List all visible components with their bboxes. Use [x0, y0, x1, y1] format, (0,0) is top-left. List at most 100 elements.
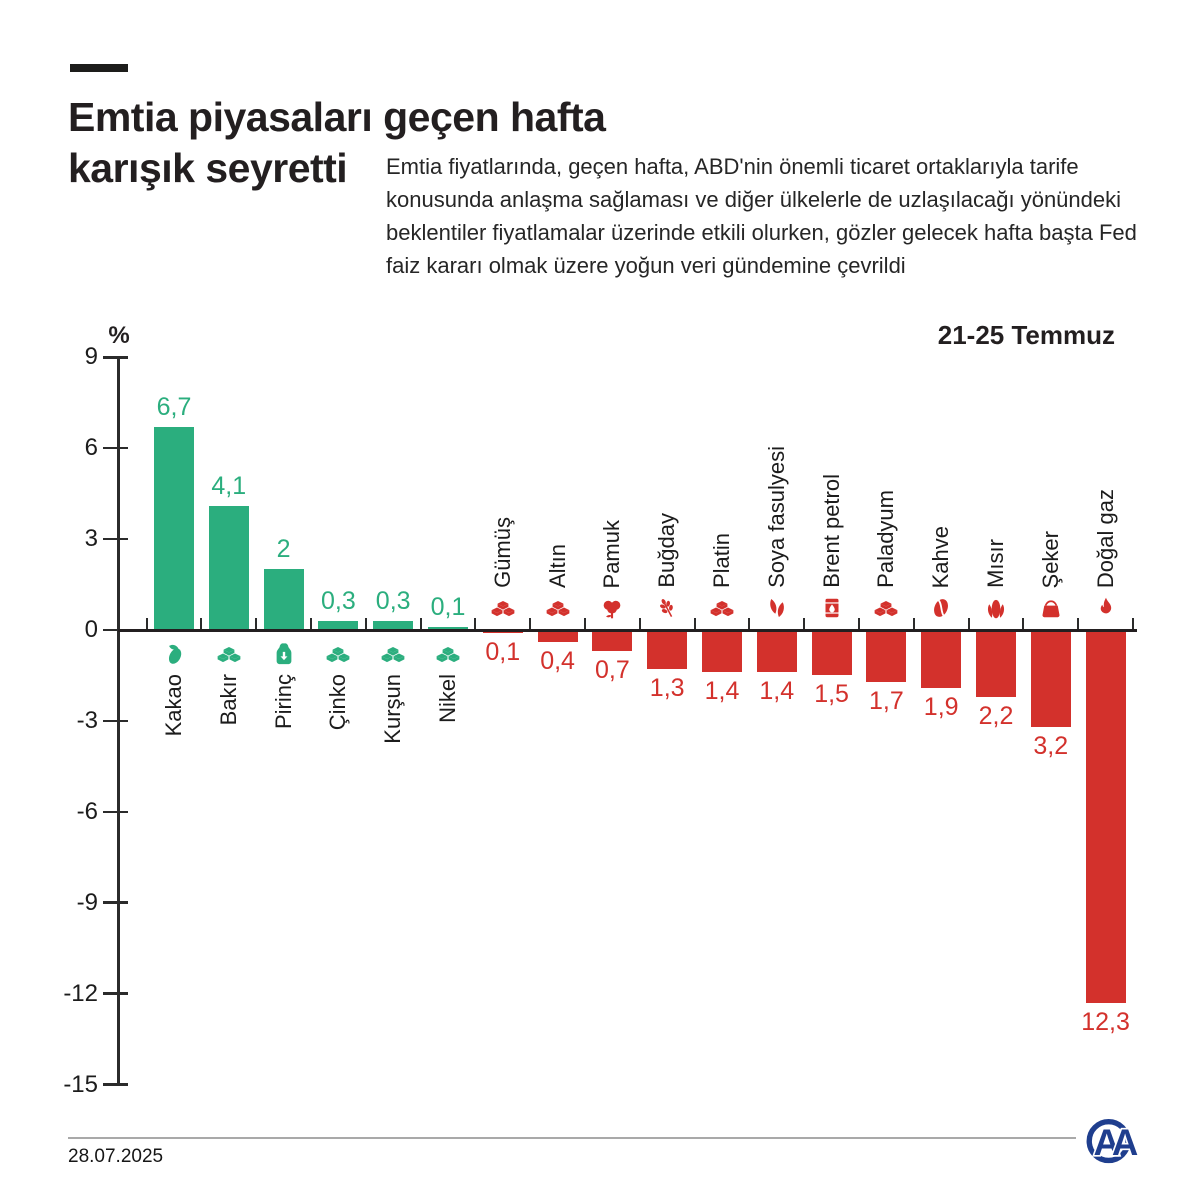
x-tick	[1022, 618, 1025, 630]
category-label-çinko: Çinko	[325, 674, 351, 731]
category-label-kurşun: Kurşun	[380, 674, 406, 744]
bar-pirinç	[263, 569, 304, 630]
y-tick-label: -3	[76, 706, 98, 734]
ingots-icon	[872, 595, 900, 621]
category-label-brent-petrol: Brent petrol	[818, 474, 844, 588]
bar-value-label: 0,4	[540, 647, 575, 676]
bar-brent-petrol	[811, 630, 852, 676]
title-line-1: Emtia piyasaları geçen hafta	[68, 94, 606, 140]
x-tick	[748, 618, 751, 630]
period-label: 21-25 Temmuz	[937, 320, 1115, 350]
y-tick-label: 0	[84, 616, 98, 643]
bar-value-label: 6,7	[156, 393, 192, 421]
aa-logo-graphic: A A	[1086, 1119, 1140, 1165]
bar-value-label: 3,2	[1033, 731, 1069, 760]
ingots-icon	[708, 595, 736, 621]
cocoa-pod-icon	[160, 641, 188, 667]
bar-doğal-gaz	[1085, 630, 1126, 1003]
bar-bakır	[208, 505, 249, 630]
y-tick-label: -15	[63, 1070, 98, 1098]
y-axis-unit: %	[108, 322, 130, 349]
bar-platin	[702, 630, 742, 673]
subtitle: Emtia fiyatlarında, geçen hafta, ABD'nin…	[386, 154, 1137, 278]
bar-paladyum	[866, 630, 907, 682]
x-tick	[255, 618, 258, 630]
y-tick	[103, 810, 128, 814]
bar-kurşun	[373, 620, 414, 630]
bar-mısır	[976, 630, 1016, 697]
bar-value-label: 1,9	[923, 692, 959, 721]
bar-nikel	[428, 626, 468, 630]
category-label-altın: Altın	[544, 543, 570, 588]
category-label-soya-fasulyesi: Soya fasulyesi	[763, 446, 789, 588]
ingots-icon	[544, 595, 572, 621]
bar-value-label: 0,1	[430, 592, 466, 621]
x-tick	[803, 618, 806, 630]
bar-value-label: 4,1	[211, 471, 247, 500]
x-tick	[310, 618, 312, 630]
y-tick-label: 6	[84, 434, 98, 462]
category-label-kakao: Kakao	[161, 674, 186, 737]
x-tick	[419, 618, 422, 630]
x-tick	[693, 618, 696, 630]
bar-value-label: 1,3	[649, 674, 685, 703]
category-label-paladyum: Paladyum	[873, 490, 899, 588]
corn-icon	[982, 595, 1010, 621]
bar-value-label: 2,2	[978, 701, 1014, 730]
bar-gümüş	[482, 630, 523, 634]
wheat-icon	[653, 595, 681, 621]
bar-kahve	[921, 630, 962, 688]
flame-icon	[1092, 595, 1120, 621]
category-label-bakır: Bakır	[215, 674, 241, 726]
y-tick	[103, 356, 128, 359]
y-tick	[103, 719, 128, 723]
category-label-kahve: Kahve	[928, 525, 954, 588]
y-tick-label: -9	[76, 888, 98, 916]
x-tick	[529, 618, 532, 630]
ingots-icon	[489, 595, 517, 621]
bar-value-label: 2	[276, 535, 291, 564]
ingots-icon	[379, 641, 407, 667]
x-tick	[967, 618, 970, 630]
x-tick	[858, 618, 860, 630]
category-label-pirinç: Pirinç	[270, 674, 296, 730]
ingots-icon	[434, 641, 462, 667]
bar-kakao	[154, 426, 194, 630]
bar-value-label: 1,4	[759, 677, 795, 706]
y-tick-label: -12	[63, 979, 98, 1007]
bar-çinko	[318, 620, 359, 630]
x-axis-line	[118, 628, 1137, 632]
bar-şeker	[1030, 630, 1071, 727]
bar-value-label: 12,3	[1081, 1007, 1130, 1036]
page-title: Emtia piyasaları geçen hafta karışık seyr…	[68, 92, 606, 194]
date-label: 28.07.2025	[68, 1146, 164, 1167]
bar-value-label: 0,1	[485, 638, 521, 667]
bar-soya-fasulyesi	[756, 630, 797, 673]
x-tick	[912, 618, 915, 630]
y-tick	[103, 537, 128, 541]
ingots-icon	[324, 641, 352, 667]
x-tick	[584, 618, 586, 630]
svg-text:A: A	[1112, 1122, 1138, 1163]
cotton-icon	[598, 595, 626, 621]
oil-barrel-icon	[818, 595, 846, 621]
category-label-mısır: Mısır	[983, 539, 1008, 588]
svg-text:A: A	[1094, 1122, 1120, 1163]
category-label-pamuk: Pamuk	[599, 519, 625, 588]
bar-altın	[537, 630, 578, 643]
aa-logo: A A	[1086, 1112, 1142, 1170]
x-tick	[1132, 618, 1134, 630]
x-tick	[638, 618, 641, 630]
x-tick	[1077, 618, 1080, 630]
title-line-2: karışık seyretti	[68, 145, 348, 191]
y-tick	[103, 446, 128, 450]
y-tick	[103, 992, 128, 995]
bar-value-label: 1,7	[869, 686, 904, 715]
x-tick	[200, 618, 203, 630]
category-label-nikel: Nikel	[435, 674, 460, 723]
bar-value-label: 1,4	[704, 677, 740, 706]
y-tick-label: 3	[84, 525, 98, 553]
bar-value-label: 0,3	[321, 586, 356, 615]
